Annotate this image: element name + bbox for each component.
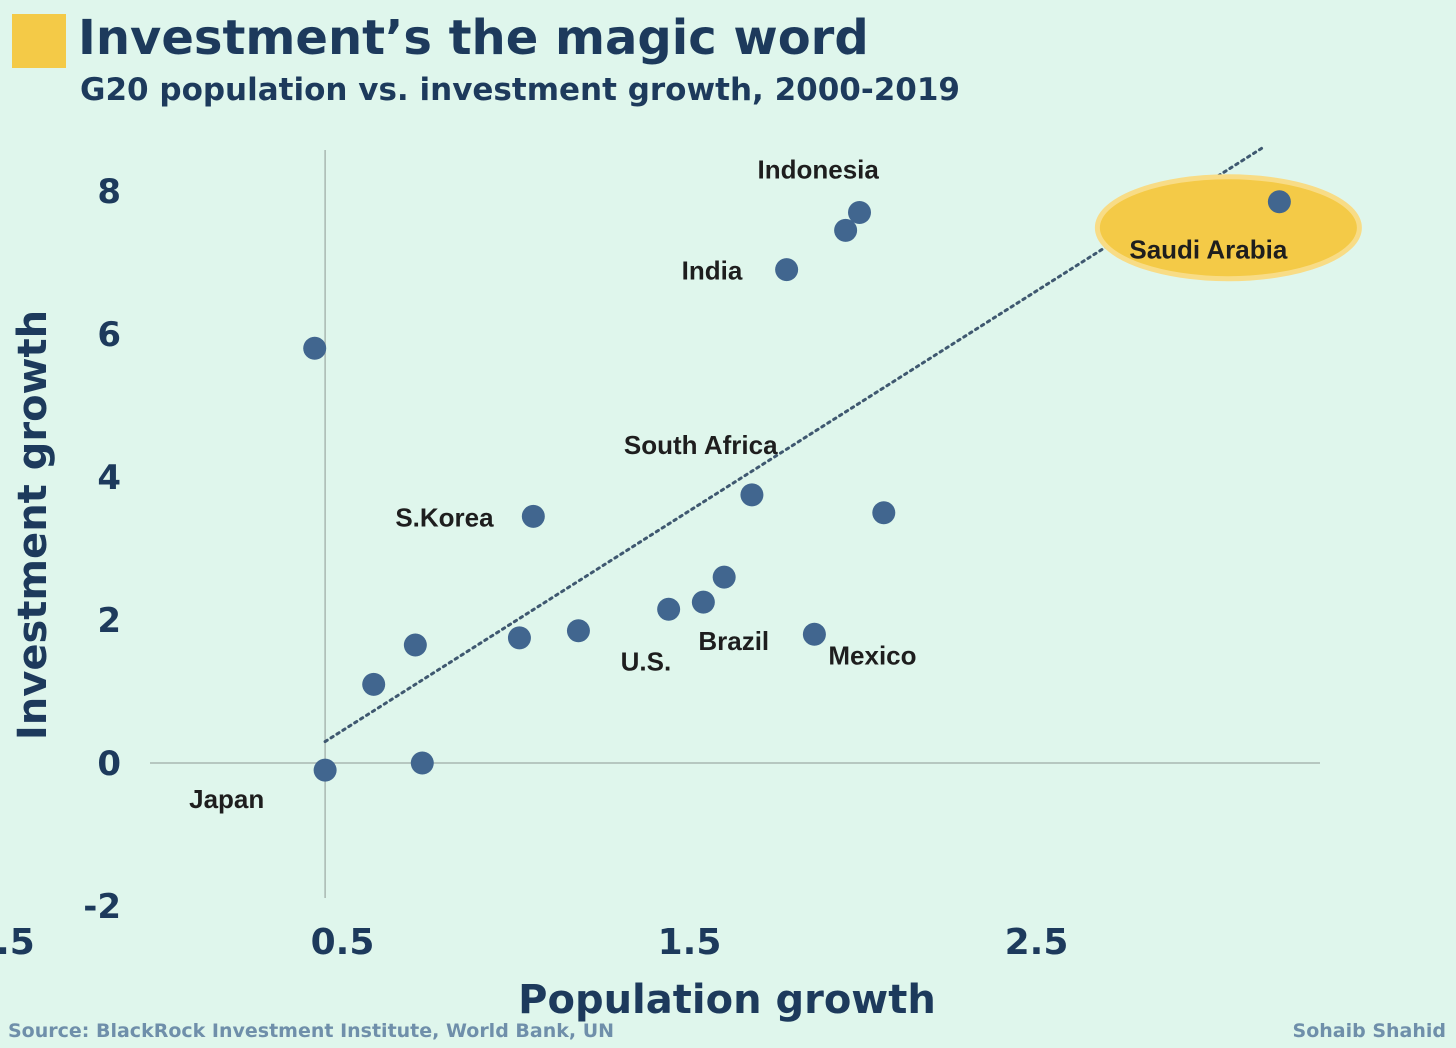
labels-layer: Japan S.Korea U.S. Brazil South Africa India M…: [189, 154, 1288, 814]
data-point: [303, 336, 327, 360]
x-tick-label: -0.5: [0, 922, 35, 963]
data-point: [566, 619, 590, 643]
points-layer: [303, 190, 1291, 782]
data-point: [410, 751, 434, 775]
data-point: [403, 633, 427, 657]
point-label-u-s-: U.S.: [621, 646, 672, 676]
point-label-saudi-arabia: Saudi Arabia: [1129, 235, 1288, 265]
highlight-layer: [1094, 174, 1362, 282]
y-tick-label: 8: [97, 172, 121, 212]
chart-title: Investment’s the magic word: [78, 10, 869, 66]
point-label-mexico: Mexico: [828, 640, 916, 670]
data-point: [848, 200, 871, 224]
y-tick-label: 0: [97, 744, 121, 784]
point-label-south-africa: South Africa: [624, 430, 778, 460]
y-tick-label: 2: [97, 601, 121, 641]
x-tick-label: 1.5: [658, 922, 722, 963]
author-credit: Sohaib Shahid: [1292, 1020, 1446, 1042]
point-label-indonesia: Indonesia: [758, 154, 880, 184]
y-axis-title: Investment growth: [10, 310, 56, 740]
data-point: [507, 626, 531, 650]
data-point: [834, 218, 858, 242]
y-tick-label: 4: [97, 458, 121, 498]
point-label-s-korea: S.Korea: [395, 502, 494, 532]
chart-subtitle: G20 population vs. investment growth, 20…: [80, 72, 961, 108]
data-point: [1267, 190, 1291, 214]
point-label-brazil: Brazil: [698, 626, 769, 656]
source-note: Source: BlackRock Investment Institute, …: [8, 1020, 615, 1042]
data-point: [691, 590, 715, 614]
saudi-arabia-highlight: [1094, 174, 1362, 282]
axes-layer: 8 6 4 2 0 -2 -0.5 0.5 1.5 2.5 Population growth Inv…: [0, 150, 1320, 1023]
data-point: [802, 622, 826, 646]
x-axis-title: Population growth: [518, 977, 936, 1023]
x-tick-label: 2.5: [1005, 922, 1069, 963]
data-point: [657, 597, 681, 621]
x-tick-label: 0.5: [311, 922, 375, 963]
y-tick-label: 6: [97, 315, 121, 355]
data-point: [362, 672, 386, 696]
data-point: [740, 483, 764, 507]
data-point: [313, 758, 337, 782]
data-point: [872, 501, 896, 525]
data-point: [775, 258, 799, 282]
title-accent-square: [12, 14, 66, 68]
point-label-japan: Japan: [189, 784, 264, 814]
data-point: [712, 565, 736, 589]
data-point: [521, 504, 545, 528]
y-tick-label: -2: [83, 887, 121, 927]
point-label-india: India: [682, 256, 743, 286]
